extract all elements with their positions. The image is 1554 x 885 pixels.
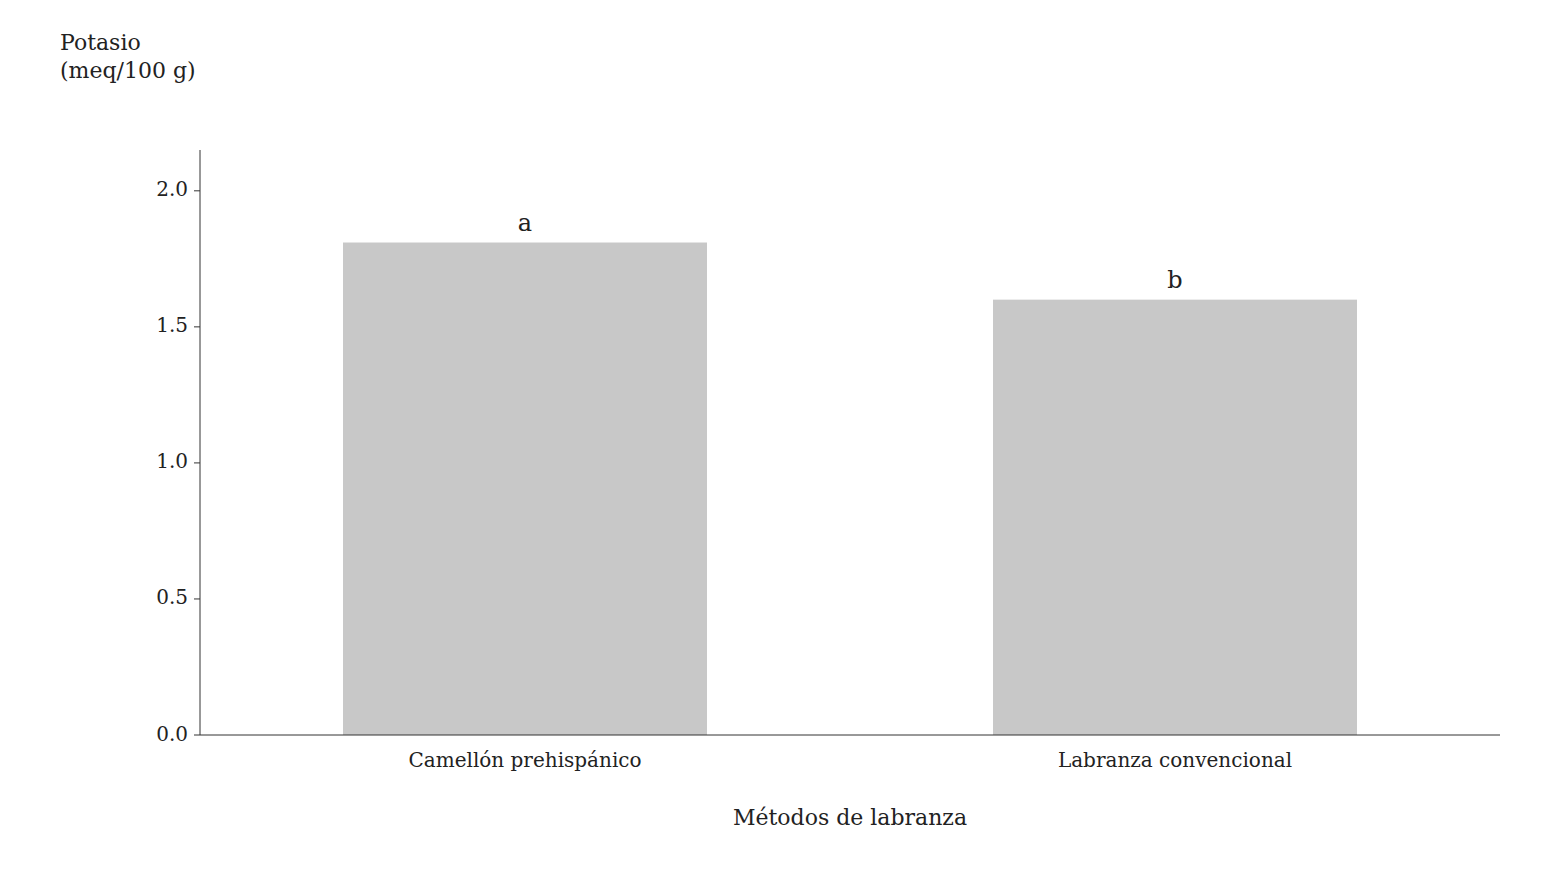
y-axis-line — [200, 150, 201, 735]
y-tick-label: 1.5 — [156, 313, 188, 337]
y-tick — [194, 326, 200, 327]
y-tick — [194, 735, 200, 736]
chart-container: a b 0.0 0.5 1.0 1.5 2.0 Camellón prehispánico La… — [0, 0, 1554, 885]
bar — [993, 300, 1357, 735]
y-axis-label: Potasio(meq/100 g) — [60, 30, 196, 83]
x-tick-label: Labranza convencional — [1058, 748, 1292, 772]
y-tick-label: 0.0 — [156, 722, 188, 746]
y-tick — [194, 190, 200, 191]
y-tick — [194, 598, 200, 599]
chart: a b 0.0 0.5 1.0 1.5 2.0 Camellón prehispánico La… — [0, 0, 1554, 885]
x-axis-label: Métodos de labranza — [733, 805, 967, 830]
bars — [343, 243, 1357, 735]
y-tick-label: 1.0 — [156, 449, 188, 473]
annotation: a — [518, 209, 532, 237]
x-axis-line — [200, 735, 1500, 736]
bar — [343, 243, 707, 735]
y-tick-label: 0.5 — [156, 585, 188, 609]
x-tick-label: Camellón prehispánico — [408, 748, 641, 772]
annotation: b — [1167, 266, 1182, 294]
y-tick — [194, 462, 200, 463]
y-tick-label: 2.0 — [156, 177, 188, 201]
